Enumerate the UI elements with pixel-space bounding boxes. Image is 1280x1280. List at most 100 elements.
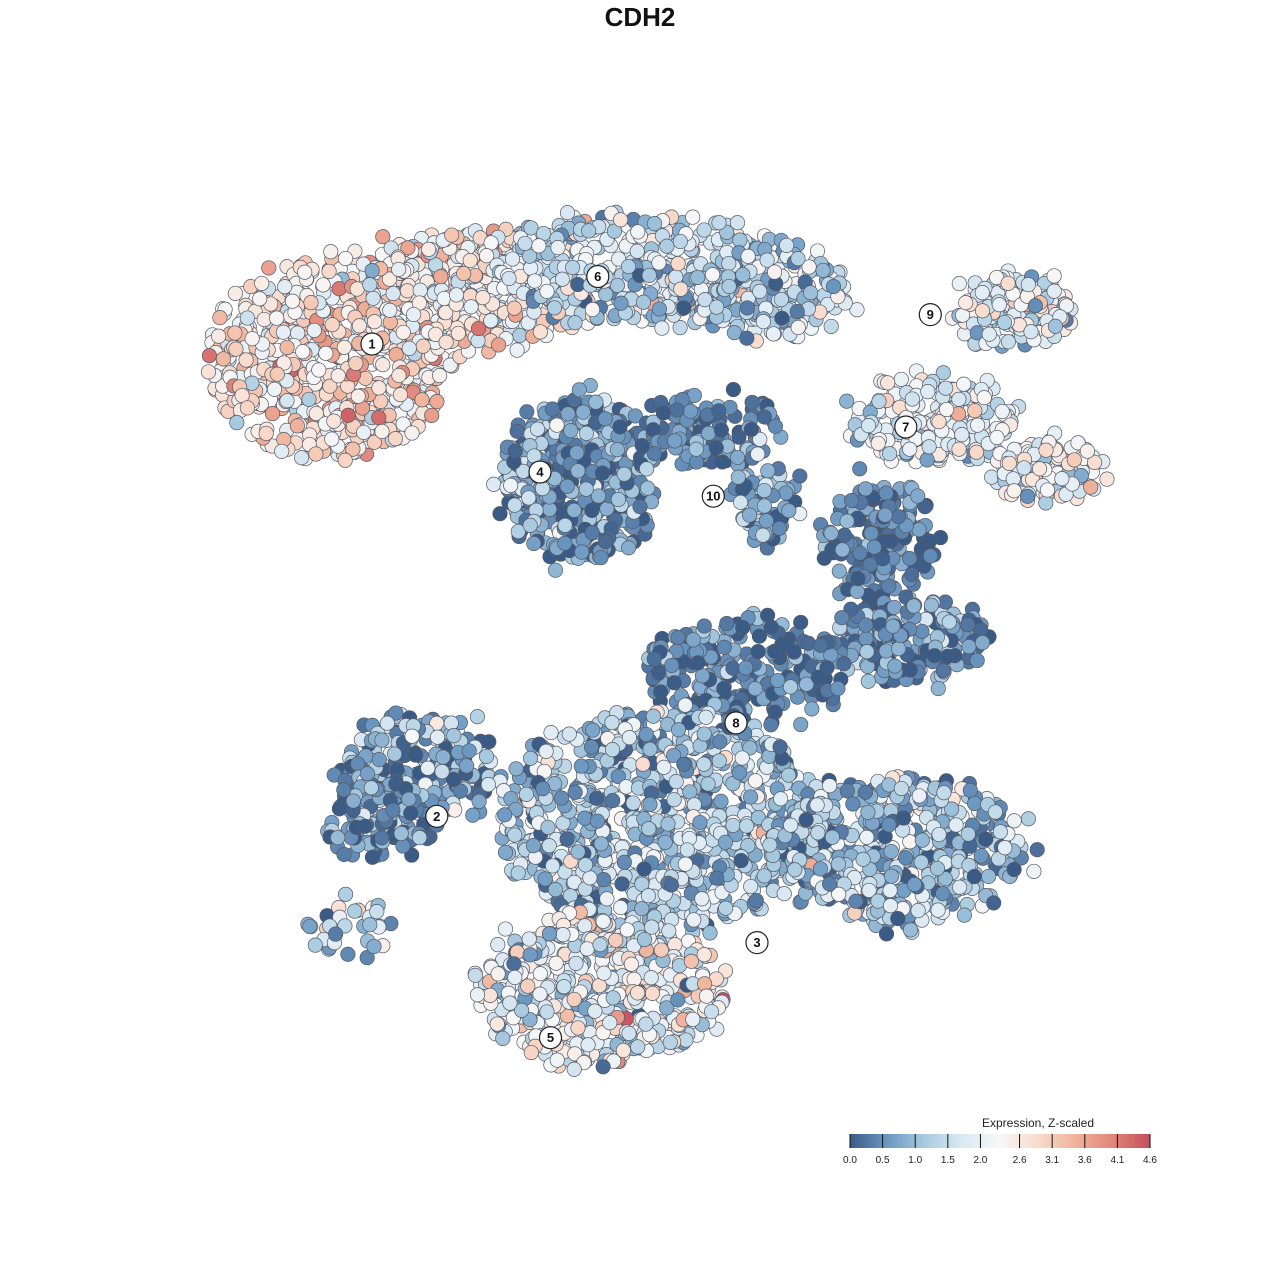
cell-point bbox=[345, 793, 361, 809]
cell-point bbox=[518, 786, 534, 802]
cell-point bbox=[711, 215, 727, 231]
cell-point bbox=[641, 821, 657, 837]
cell-point bbox=[881, 578, 897, 594]
cell-point bbox=[519, 404, 535, 420]
cell-point bbox=[996, 314, 1013, 331]
cell-point bbox=[810, 669, 826, 685]
cell-point bbox=[922, 548, 938, 564]
cell-point bbox=[690, 655, 706, 671]
cell-point bbox=[973, 848, 989, 864]
cell-point bbox=[666, 792, 682, 808]
cell-point bbox=[731, 765, 747, 781]
cell-point bbox=[734, 750, 750, 766]
cell-point bbox=[878, 485, 894, 501]
cell-point bbox=[254, 275, 270, 291]
cell-point bbox=[227, 325, 243, 341]
cell-point bbox=[646, 446, 662, 462]
cell-point bbox=[717, 834, 733, 850]
cell-point bbox=[682, 784, 698, 800]
cell-point bbox=[374, 423, 390, 440]
cell-point bbox=[609, 442, 625, 458]
cell-point bbox=[735, 267, 751, 283]
cell-point bbox=[330, 830, 346, 846]
cell-point bbox=[258, 425, 274, 441]
cell-point bbox=[348, 355, 364, 371]
cell-point bbox=[412, 830, 428, 846]
cell-point bbox=[676, 300, 692, 316]
cell-point bbox=[1000, 275, 1016, 291]
cell-point bbox=[599, 891, 615, 907]
cell-point bbox=[337, 250, 354, 267]
cell-point bbox=[331, 281, 347, 297]
cell-point bbox=[711, 403, 727, 419]
cell-point bbox=[692, 814, 708, 831]
cell-point bbox=[640, 480, 656, 496]
cell-point bbox=[701, 425, 717, 441]
cell-point bbox=[645, 708, 661, 724]
cell-point bbox=[750, 446, 766, 462]
cell-point bbox=[758, 513, 774, 529]
cell-point bbox=[252, 291, 268, 307]
cell-point bbox=[406, 306, 422, 323]
cell-point bbox=[860, 673, 876, 689]
cell-point bbox=[388, 347, 404, 363]
cell-point bbox=[463, 299, 479, 315]
cell-point bbox=[605, 793, 621, 809]
cell-point bbox=[926, 648, 943, 664]
cell-point bbox=[404, 728, 420, 744]
cell-point bbox=[1046, 268, 1062, 284]
cell-point bbox=[882, 446, 898, 462]
cell-point bbox=[279, 339, 295, 356]
cell-point bbox=[400, 240, 416, 256]
cell-point bbox=[823, 525, 839, 541]
cell-point bbox=[790, 251, 806, 267]
cell-point bbox=[483, 313, 499, 329]
cell-point bbox=[349, 281, 365, 297]
cell-point bbox=[786, 644, 802, 660]
cell-point bbox=[324, 431, 340, 447]
cell-point bbox=[274, 443, 290, 459]
cell-point bbox=[630, 224, 646, 240]
cell-point bbox=[382, 302, 398, 318]
cell-point bbox=[306, 322, 322, 338]
cell-point bbox=[432, 368, 448, 384]
cell-point bbox=[705, 267, 721, 283]
cell-point bbox=[849, 583, 865, 599]
cell-point bbox=[960, 617, 976, 633]
cell-point bbox=[711, 753, 727, 769]
cell-point bbox=[507, 443, 523, 459]
cell-point bbox=[651, 255, 667, 271]
cell-point bbox=[1020, 277, 1036, 293]
chart-title: CDH2 bbox=[605, 2, 676, 32]
cell-point bbox=[940, 648, 956, 664]
cell-point bbox=[581, 223, 597, 239]
cell-point bbox=[571, 382, 587, 398]
cell-point bbox=[714, 454, 730, 470]
cell-point bbox=[289, 418, 305, 434]
cell-point bbox=[935, 663, 951, 679]
cell-point bbox=[379, 715, 395, 731]
cell-point bbox=[913, 854, 929, 870]
cell-point bbox=[512, 327, 528, 344]
cell-point bbox=[803, 285, 819, 301]
cell-point bbox=[904, 566, 920, 583]
cell-point bbox=[303, 295, 319, 311]
cell-point bbox=[730, 469, 746, 485]
cell-point bbox=[504, 251, 521, 267]
cell-point bbox=[554, 790, 570, 806]
cell-point bbox=[660, 816, 676, 832]
cell-point bbox=[295, 344, 311, 360]
cell-point bbox=[557, 535, 573, 551]
cell-point bbox=[275, 324, 291, 340]
cell-point bbox=[974, 303, 991, 319]
cell-point bbox=[642, 741, 658, 757]
cell-point bbox=[663, 877, 679, 893]
cell-point bbox=[756, 868, 772, 884]
cell-point bbox=[1038, 442, 1054, 458]
cell-point bbox=[974, 635, 991, 651]
cell-point bbox=[709, 870, 725, 886]
cell-point bbox=[566, 502, 582, 518]
cell-point bbox=[544, 401, 560, 417]
cell-point bbox=[871, 393, 887, 409]
cell-point bbox=[956, 376, 972, 392]
